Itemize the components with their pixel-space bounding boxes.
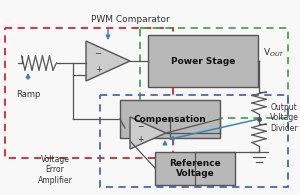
Bar (155, 152, 235, 185)
Text: Output
Voltage
Divider: Output Voltage Divider (270, 103, 298, 133)
Polygon shape (86, 41, 130, 81)
Text: Power Stage: Power Stage (171, 57, 235, 66)
Text: Voltage
Error
Amplifier: Voltage Error Amplifier (38, 155, 72, 185)
Text: −: − (94, 49, 102, 58)
Text: Ramp: Ramp (16, 90, 40, 99)
Text: +: + (137, 135, 143, 144)
Polygon shape (130, 117, 166, 149)
Text: −: − (137, 122, 143, 131)
Bar (148, 35, 258, 87)
Bar (5, 28, 173, 158)
Text: V$_{OUT}$: V$_{OUT}$ (263, 47, 285, 59)
Bar (120, 100, 220, 138)
Bar (140, 28, 288, 118)
Bar (100, 95, 288, 187)
Text: +: + (95, 65, 101, 74)
Text: PWM Comparator: PWM Comparator (91, 15, 170, 25)
Text: Compensation: Compensation (134, 114, 206, 123)
Text: Reference
Voltage: Reference Voltage (169, 159, 221, 178)
